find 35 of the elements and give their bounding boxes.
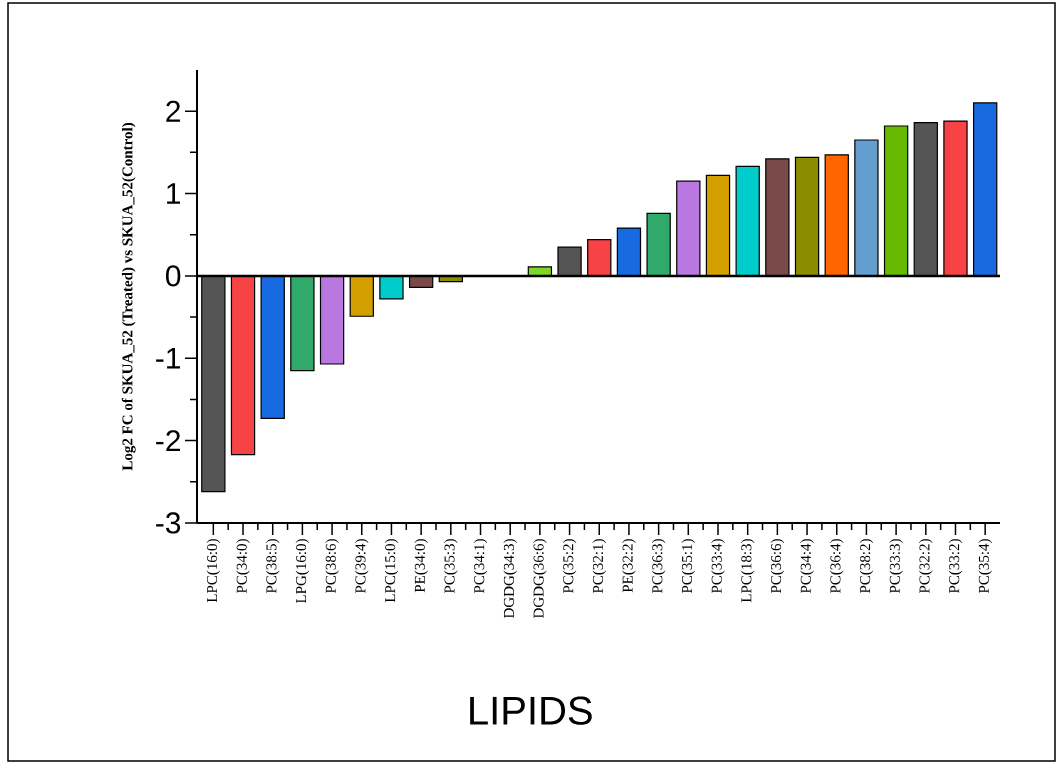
x-tick-label: PC(33:2) (948, 539, 963, 594)
y-tick-label: 1 (167, 183, 181, 204)
x-tick-label: PE(32:2) (622, 539, 636, 593)
x-tick-label: PC(38:6) (325, 539, 339, 594)
x-tick-label: PC(32:2) (919, 539, 933, 594)
x-tick-label: PC(32:1) (592, 539, 607, 594)
y-axis-title: Log2 FC of SKUA_52 (Treated) vs SKUA_52(Control) (121, 122, 136, 471)
x-tick-label: PC(36:3) (651, 539, 666, 594)
x-tick-label: DGDG(36:6) (533, 539, 547, 619)
x-tick-label: PC(35:3) (444, 539, 458, 594)
x-tick-label: PC(34:0) (236, 539, 250, 594)
x-tick-label: PC(36:6) (770, 539, 785, 594)
y-tick-label: 0 (165, 265, 181, 287)
y-tick-label: 2 (166, 100, 180, 122)
x-tick-label: PC(38:2) (859, 539, 874, 594)
x-tick-label: LPC(15:0) (384, 539, 399, 603)
x-tick-label: PC(34:1) (473, 539, 488, 594)
y-tick-label: -1 (156, 347, 181, 369)
x-tick-label: DGDG(34:3) (503, 539, 517, 619)
x-tick-label: PC(38:5) (265, 539, 280, 594)
x-tick-label: PC(35:4) (978, 539, 992, 594)
x-axis-title: LIPIDS (470, 696, 592, 725)
y-tick-label: -2 (156, 430, 180, 452)
x-tick-label: LPC(16:0) (206, 539, 221, 603)
x-tick-label: PC(36:4) (829, 539, 844, 594)
x-tick-label: PE(34:0) (414, 539, 428, 593)
x-tick-label: LPC(18:3) (740, 539, 755, 603)
x-tick-label: PC(35:2) (562, 539, 577, 594)
x-tick-label: PC(33:3) (889, 539, 903, 594)
x-tick-label: LPG(16:0) (295, 539, 310, 604)
y-tick-label: -3 (156, 512, 181, 534)
x-tick-label: PC(39:4) (354, 539, 369, 594)
x-tick-label: PC(33:4) (711, 539, 725, 594)
x-tick-label: PC(34:4) (800, 539, 814, 594)
x-tick-label: PC(35:1) (681, 539, 696, 594)
